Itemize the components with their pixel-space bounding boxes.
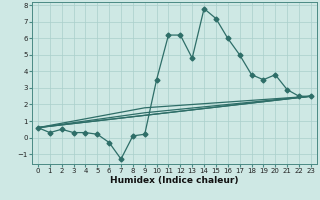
X-axis label: Humidex (Indice chaleur): Humidex (Indice chaleur) xyxy=(110,176,239,185)
